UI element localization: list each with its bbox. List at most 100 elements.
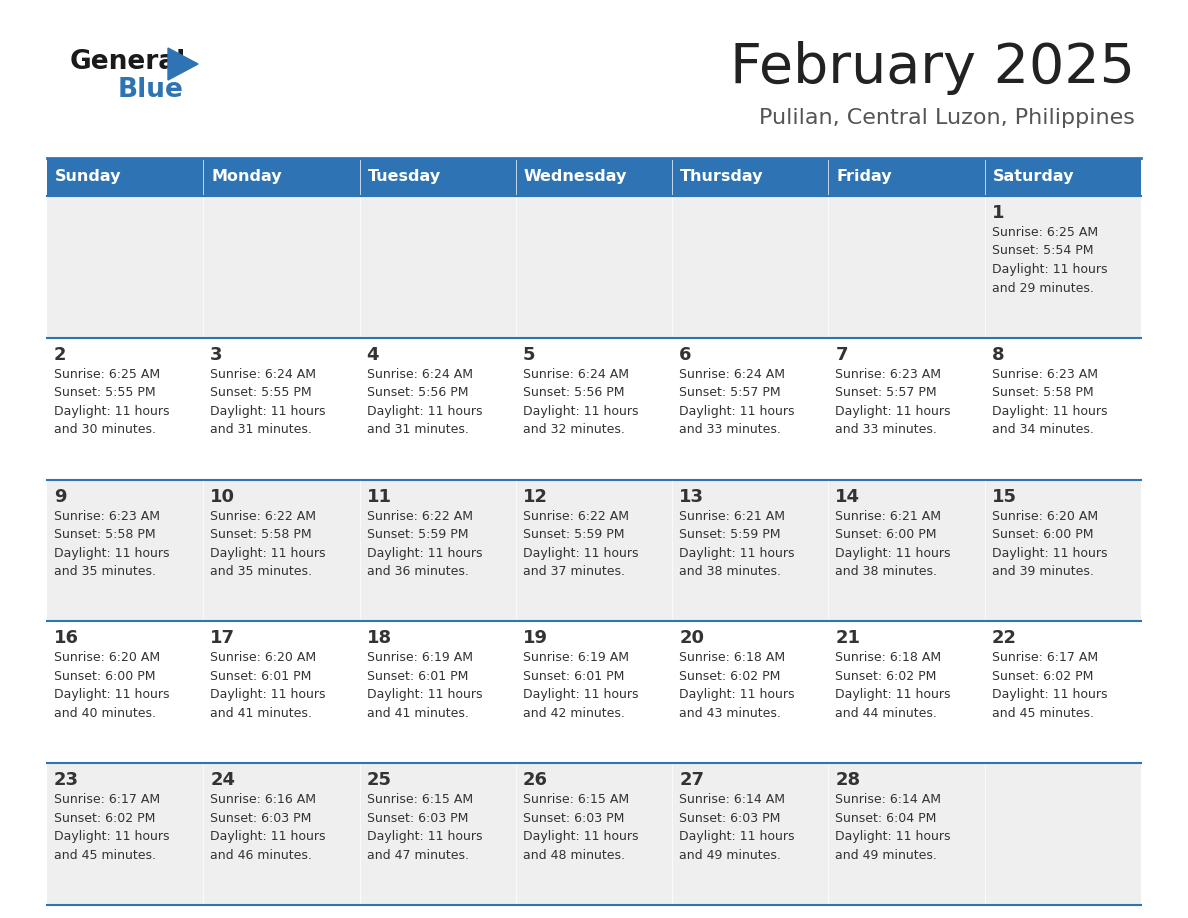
Text: Daylight: 11 hours: Daylight: 11 hours xyxy=(523,830,638,844)
Text: Sunrise: 6:16 AM: Sunrise: 6:16 AM xyxy=(210,793,316,806)
Polygon shape xyxy=(168,48,198,80)
Bar xyxy=(828,763,985,905)
Text: and 48 minutes.: and 48 minutes. xyxy=(523,849,625,862)
Text: 26: 26 xyxy=(523,771,548,789)
Bar xyxy=(516,621,672,763)
Text: and 49 minutes.: and 49 minutes. xyxy=(680,849,781,862)
Text: Sunset: 5:57 PM: Sunset: 5:57 PM xyxy=(835,386,937,399)
Text: 7: 7 xyxy=(835,346,848,364)
Text: Sunrise: 6:23 AM: Sunrise: 6:23 AM xyxy=(835,368,941,381)
Bar xyxy=(360,338,516,479)
Text: Sunrise: 6:22 AM: Sunrise: 6:22 AM xyxy=(210,509,316,522)
Text: 1: 1 xyxy=(992,204,1004,222)
Text: Daylight: 11 hours: Daylight: 11 hours xyxy=(835,688,950,701)
Text: Sunrise: 6:24 AM: Sunrise: 6:24 AM xyxy=(680,368,785,381)
Text: Sunday: Sunday xyxy=(55,170,121,185)
Text: 20: 20 xyxy=(680,630,704,647)
Text: Sunset: 5:57 PM: Sunset: 5:57 PM xyxy=(680,386,781,399)
Text: Sunrise: 6:20 AM: Sunrise: 6:20 AM xyxy=(53,652,160,665)
Bar xyxy=(48,763,203,905)
Text: Sunset: 5:56 PM: Sunset: 5:56 PM xyxy=(523,386,625,399)
Bar xyxy=(516,338,672,479)
Text: Sunrise: 6:23 AM: Sunrise: 6:23 AM xyxy=(992,368,1098,381)
Text: Sunrise: 6:21 AM: Sunrise: 6:21 AM xyxy=(680,509,785,522)
Text: Sunrise: 6:14 AM: Sunrise: 6:14 AM xyxy=(680,793,785,806)
Text: Daylight: 11 hours: Daylight: 11 hours xyxy=(367,688,482,701)
Text: Sunset: 6:03 PM: Sunset: 6:03 PM xyxy=(523,812,624,824)
Text: Sunrise: 6:15 AM: Sunrise: 6:15 AM xyxy=(523,793,628,806)
Text: Sunrise: 6:20 AM: Sunrise: 6:20 AM xyxy=(992,509,1098,522)
Text: and 30 minutes.: and 30 minutes. xyxy=(53,423,156,436)
Text: Sunset: 6:02 PM: Sunset: 6:02 PM xyxy=(835,670,937,683)
Text: Sunset: 5:54 PM: Sunset: 5:54 PM xyxy=(992,244,1093,258)
Bar xyxy=(516,479,672,621)
Text: and 41 minutes.: and 41 minutes. xyxy=(367,707,468,720)
Text: Blue: Blue xyxy=(118,77,184,103)
Text: Wednesday: Wednesday xyxy=(524,170,627,185)
Text: Sunset: 5:56 PM: Sunset: 5:56 PM xyxy=(367,386,468,399)
Text: and 44 minutes.: and 44 minutes. xyxy=(835,707,937,720)
Text: February 2025: February 2025 xyxy=(729,41,1135,95)
Text: 15: 15 xyxy=(992,487,1017,506)
Text: Thursday: Thursday xyxy=(681,170,764,185)
Bar xyxy=(48,196,203,338)
Text: Sunset: 6:00 PM: Sunset: 6:00 PM xyxy=(992,528,1093,541)
Text: and 45 minutes.: and 45 minutes. xyxy=(53,849,156,862)
Text: and 33 minutes.: and 33 minutes. xyxy=(835,423,937,436)
Bar xyxy=(985,621,1140,763)
Text: Sunrise: 6:17 AM: Sunrise: 6:17 AM xyxy=(53,793,160,806)
Text: Sunset: 6:01 PM: Sunset: 6:01 PM xyxy=(367,670,468,683)
Text: Monday: Monday xyxy=(211,170,282,185)
Text: Daylight: 11 hours: Daylight: 11 hours xyxy=(992,405,1107,418)
Bar xyxy=(48,158,203,196)
Text: Daylight: 11 hours: Daylight: 11 hours xyxy=(992,263,1107,276)
Text: Sunrise: 6:24 AM: Sunrise: 6:24 AM xyxy=(523,368,628,381)
Text: and 38 minutes.: and 38 minutes. xyxy=(680,565,782,578)
Text: and 31 minutes.: and 31 minutes. xyxy=(210,423,312,436)
Text: Daylight: 11 hours: Daylight: 11 hours xyxy=(680,405,795,418)
Bar xyxy=(828,338,985,479)
Text: Sunset: 6:03 PM: Sunset: 6:03 PM xyxy=(680,812,781,824)
Text: 8: 8 xyxy=(992,346,1004,364)
Text: Sunrise: 6:14 AM: Sunrise: 6:14 AM xyxy=(835,793,941,806)
Text: and 32 minutes.: and 32 minutes. xyxy=(523,423,625,436)
Text: Sunrise: 6:18 AM: Sunrise: 6:18 AM xyxy=(680,652,785,665)
Text: Sunset: 6:01 PM: Sunset: 6:01 PM xyxy=(210,670,311,683)
Text: and 45 minutes.: and 45 minutes. xyxy=(992,707,1094,720)
Bar xyxy=(985,158,1140,196)
Text: and 35 minutes.: and 35 minutes. xyxy=(53,565,156,578)
Text: 28: 28 xyxy=(835,771,860,789)
Bar xyxy=(828,158,985,196)
Bar xyxy=(828,621,985,763)
Bar xyxy=(203,763,360,905)
Text: 9: 9 xyxy=(53,487,67,506)
Text: 19: 19 xyxy=(523,630,548,647)
Bar xyxy=(48,621,203,763)
Text: and 41 minutes.: and 41 minutes. xyxy=(210,707,312,720)
Bar xyxy=(985,479,1140,621)
Text: Sunrise: 6:22 AM: Sunrise: 6:22 AM xyxy=(523,509,628,522)
Text: Daylight: 11 hours: Daylight: 11 hours xyxy=(210,688,326,701)
Bar xyxy=(203,338,360,479)
Text: and 43 minutes.: and 43 minutes. xyxy=(680,707,781,720)
Text: 11: 11 xyxy=(367,487,392,506)
Text: 6: 6 xyxy=(680,346,691,364)
Text: Pulilan, Central Luzon, Philippines: Pulilan, Central Luzon, Philippines xyxy=(759,108,1135,128)
Text: Daylight: 11 hours: Daylight: 11 hours xyxy=(210,546,326,560)
Text: Tuesday: Tuesday xyxy=(367,170,441,185)
Text: Sunrise: 6:17 AM: Sunrise: 6:17 AM xyxy=(992,652,1098,665)
Text: and 42 minutes.: and 42 minutes. xyxy=(523,707,625,720)
Text: and 46 minutes.: and 46 minutes. xyxy=(210,849,312,862)
Text: Sunset: 6:03 PM: Sunset: 6:03 PM xyxy=(210,812,311,824)
Text: and 37 minutes.: and 37 minutes. xyxy=(523,565,625,578)
Bar xyxy=(672,338,828,479)
Bar xyxy=(360,479,516,621)
Bar xyxy=(48,338,203,479)
Text: and 47 minutes.: and 47 minutes. xyxy=(367,849,468,862)
Text: 10: 10 xyxy=(210,487,235,506)
Text: Daylight: 11 hours: Daylight: 11 hours xyxy=(523,546,638,560)
Bar xyxy=(672,621,828,763)
Text: and 36 minutes.: and 36 minutes. xyxy=(367,565,468,578)
Text: Daylight: 11 hours: Daylight: 11 hours xyxy=(835,546,950,560)
Text: Sunset: 5:59 PM: Sunset: 5:59 PM xyxy=(367,528,468,541)
